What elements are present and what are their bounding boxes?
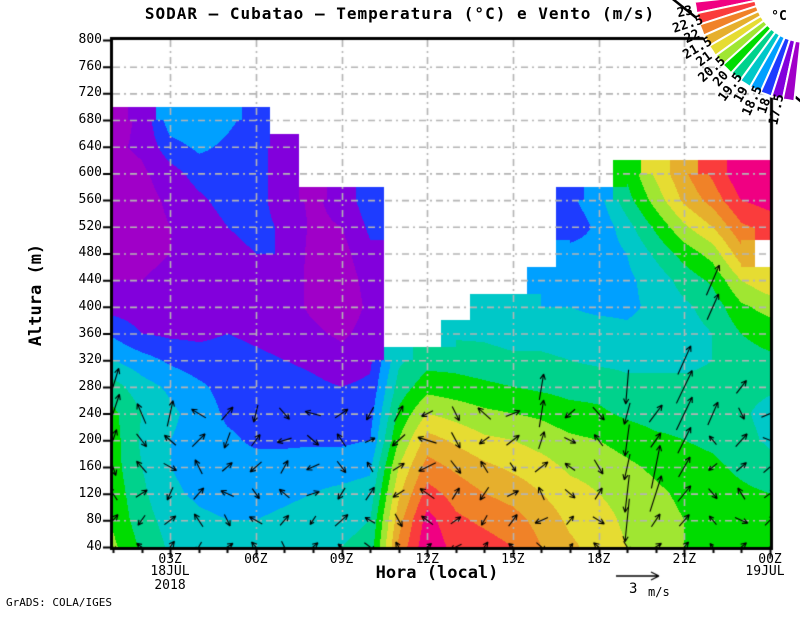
y-tick-label: 440 <box>78 272 102 288</box>
end-date-label: 19JUL <box>745 564 785 579</box>
wind-scale-value: 3 <box>629 581 638 597</box>
x-tick-label: 09Z <box>329 552 354 567</box>
colorbar-tick-label: 23 <box>676 3 694 21</box>
grads-footer: GrADS: COLA/IGES <box>6 596 112 609</box>
y-axis-title: Altura (m) <box>26 243 46 347</box>
chart-title: SODAR — Cubatao — Temperatura (°C) e Ven… <box>144 4 656 23</box>
x-tick-label: 06Z <box>244 552 268 567</box>
x-axis-title: Hora (local) <box>375 563 499 583</box>
colorbar-tick-label: 19 <box>731 84 752 105</box>
colorbar-tick-label: 18 <box>755 96 774 116</box>
y-tick-label: 560 <box>78 192 102 208</box>
colorbar-tick-label: 22 <box>682 27 702 47</box>
colorbar-band <box>781 39 800 103</box>
x-tick-label: 18Z <box>586 552 611 567</box>
x-tick-label: 21Z <box>672 552 697 567</box>
y-tick-label: 360 <box>78 325 102 341</box>
y-tick-label: 200 <box>78 432 102 448</box>
x-tick-label: 00Z <box>758 552 782 567</box>
y-tick-label: 480 <box>78 245 102 261</box>
start-date-label-line1: 18JUL <box>150 564 190 579</box>
y-tick-label: 280 <box>78 378 102 394</box>
x-tick-label: 12Z <box>415 552 439 567</box>
y-tick-label: 680 <box>78 112 102 128</box>
x-tick-label: 03Z <box>158 552 182 567</box>
wind-scale-unit: m/s <box>648 585 670 599</box>
x-tick-label: 15Z <box>501 552 525 567</box>
y-tick-label: 640 <box>78 138 102 154</box>
y-tick-label: 720 <box>78 85 102 101</box>
colorbar-unit-label: °C <box>771 9 787 24</box>
y-tick-label: 160 <box>78 458 102 474</box>
y-tick-label: 40 <box>86 539 102 554</box>
y-tick-label: 320 <box>78 352 102 368</box>
start-date-label-line2: 2018 <box>154 578 186 593</box>
y-tick-label: 80 <box>86 512 102 528</box>
y-tick-label: 120 <box>78 485 102 501</box>
y-tick-label: 600 <box>78 165 102 181</box>
colorbar-tick-label: 21 <box>694 49 716 70</box>
y-tick-label: 400 <box>78 298 102 314</box>
colorbar-tick-label: 17.5 <box>766 93 787 127</box>
y-tick-label: 240 <box>78 405 102 421</box>
y-tick-label: 520 <box>78 218 102 234</box>
y-tick-label: 760 <box>78 58 102 74</box>
y-tick-label: 800 <box>78 32 102 47</box>
